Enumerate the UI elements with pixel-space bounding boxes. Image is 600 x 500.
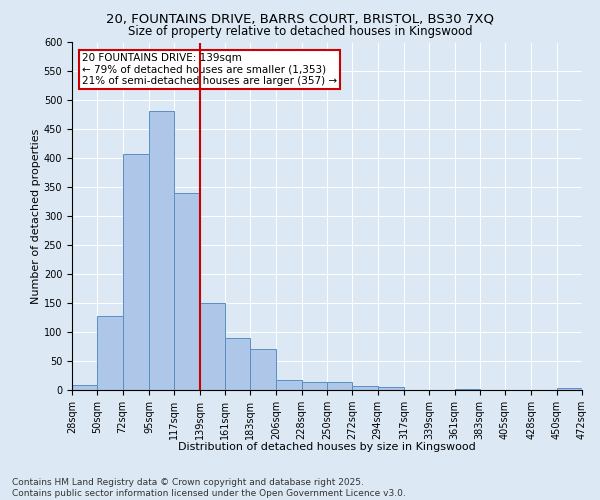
Bar (149, 112, 174, 390)
Bar (97, 316, 122, 390)
Bar (327, 382, 352, 390)
Bar (302, 382, 327, 390)
Bar (557, 388, 582, 390)
Bar (174, 193, 199, 390)
Bar (225, 338, 250, 390)
Bar (199, 303, 225, 390)
Text: 20 FOUNTAINS DRIVE: 139sqm
← 79% of detached houses are smaller (1,353)
21% of s: 20 FOUNTAINS DRIVE: 139sqm ← 79% of deta… (82, 53, 337, 86)
Y-axis label: Number of detached properties: Number of detached properties (31, 128, 41, 304)
Bar (277, 380, 302, 390)
Bar (377, 387, 404, 390)
Bar (455, 389, 480, 390)
Bar (122, 154, 149, 390)
Bar (72, 386, 97, 390)
Text: Contains HM Land Registry data © Crown copyright and database right 2025.
Contai: Contains HM Land Registry data © Crown c… (12, 478, 406, 498)
Text: Size of property relative to detached houses in Kingswood: Size of property relative to detached ho… (128, 25, 472, 38)
Text: 20, FOUNTAINS DRIVE, BARRS COURT, BRISTOL, BS30 7XQ: 20, FOUNTAINS DRIVE, BARRS COURT, BRISTO… (106, 12, 494, 26)
Bar (250, 350, 277, 390)
X-axis label: Distribution of detached houses by size in Kingswood: Distribution of detached houses by size … (178, 442, 476, 452)
Bar (352, 386, 377, 390)
